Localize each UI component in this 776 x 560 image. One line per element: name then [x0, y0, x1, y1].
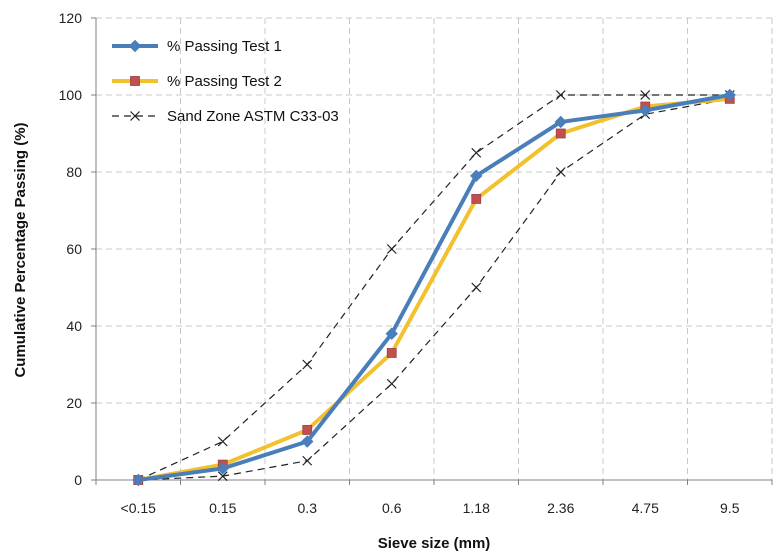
- x-tick-label: 0.6: [382, 500, 402, 516]
- data-point: [555, 167, 566, 177]
- data-point: [386, 244, 397, 254]
- y-tick-label: 120: [59, 10, 83, 26]
- x-tick-label: 2.36: [547, 500, 574, 516]
- legend-label: Sand Zone ASTM C33-03: [167, 108, 339, 125]
- data-point: [385, 327, 398, 340]
- legend-marker: [128, 39, 142, 53]
- data-point: [471, 147, 482, 158]
- x-axis-title: Sieve size (mm): [378, 535, 491, 552]
- legend-marker: [130, 76, 140, 86]
- data-point: [386, 378, 397, 389]
- y-tick-labels: 0 20 40 60 80 100 120: [59, 10, 83, 488]
- x-tick-label: 0.3: [298, 500, 318, 516]
- y-tick-label: 100: [59, 87, 83, 103]
- series-line: [137, 93, 731, 482]
- y-tick-label: 0: [74, 472, 82, 488]
- data-point: [217, 471, 228, 482]
- data-point: [723, 88, 736, 102]
- x-tick-label: 9.5: [720, 500, 740, 516]
- series-line: [138, 94, 730, 481]
- y-tick-label: 60: [66, 241, 82, 257]
- data-point: [302, 425, 313, 435]
- legend-marker: [130, 111, 140, 121]
- data-point: [302, 455, 313, 466]
- y-tick-label: 40: [66, 318, 82, 334]
- data-point: [639, 104, 652, 117]
- y-axis-title: Cumulative Percentage Passing (%): [12, 122, 29, 377]
- axes: [91, 17, 773, 485]
- data-point: [555, 90, 566, 100]
- x-tick-label: <0.15: [121, 500, 157, 516]
- x-tick-label: 4.75: [632, 500, 659, 516]
- series-line: [138, 98, 730, 481]
- legend-label: % Passing Test 2: [167, 73, 282, 90]
- data-point: [555, 128, 566, 139]
- legend-label: % Passing Test 1: [167, 38, 282, 55]
- data-point: [471, 282, 482, 293]
- x-tick-labels: <0.15 0.15 0.3 0.6 1.18 2.36 4.75 9.5: [121, 500, 740, 516]
- data-point: [640, 90, 651, 100]
- data-point: [132, 473, 145, 487]
- plot-area: [132, 88, 736, 487]
- data-point: [301, 435, 314, 448]
- y-tick-label: 80: [66, 164, 82, 180]
- y-tick-label: 20: [66, 395, 82, 411]
- data-point: [386, 348, 397, 358]
- legend: % Passing Test 1 % Passing Test 2 Sand Zon…: [112, 38, 339, 125]
- data-point: [217, 436, 228, 447]
- x-tick-label: 1.18: [463, 500, 490, 516]
- data-point: [471, 194, 482, 204]
- data-point: [470, 169, 483, 183]
- data-point: [302, 359, 313, 370]
- data-point: [216, 462, 229, 475]
- data-point: [554, 115, 567, 129]
- x-tick-label: 0.15: [209, 500, 236, 516]
